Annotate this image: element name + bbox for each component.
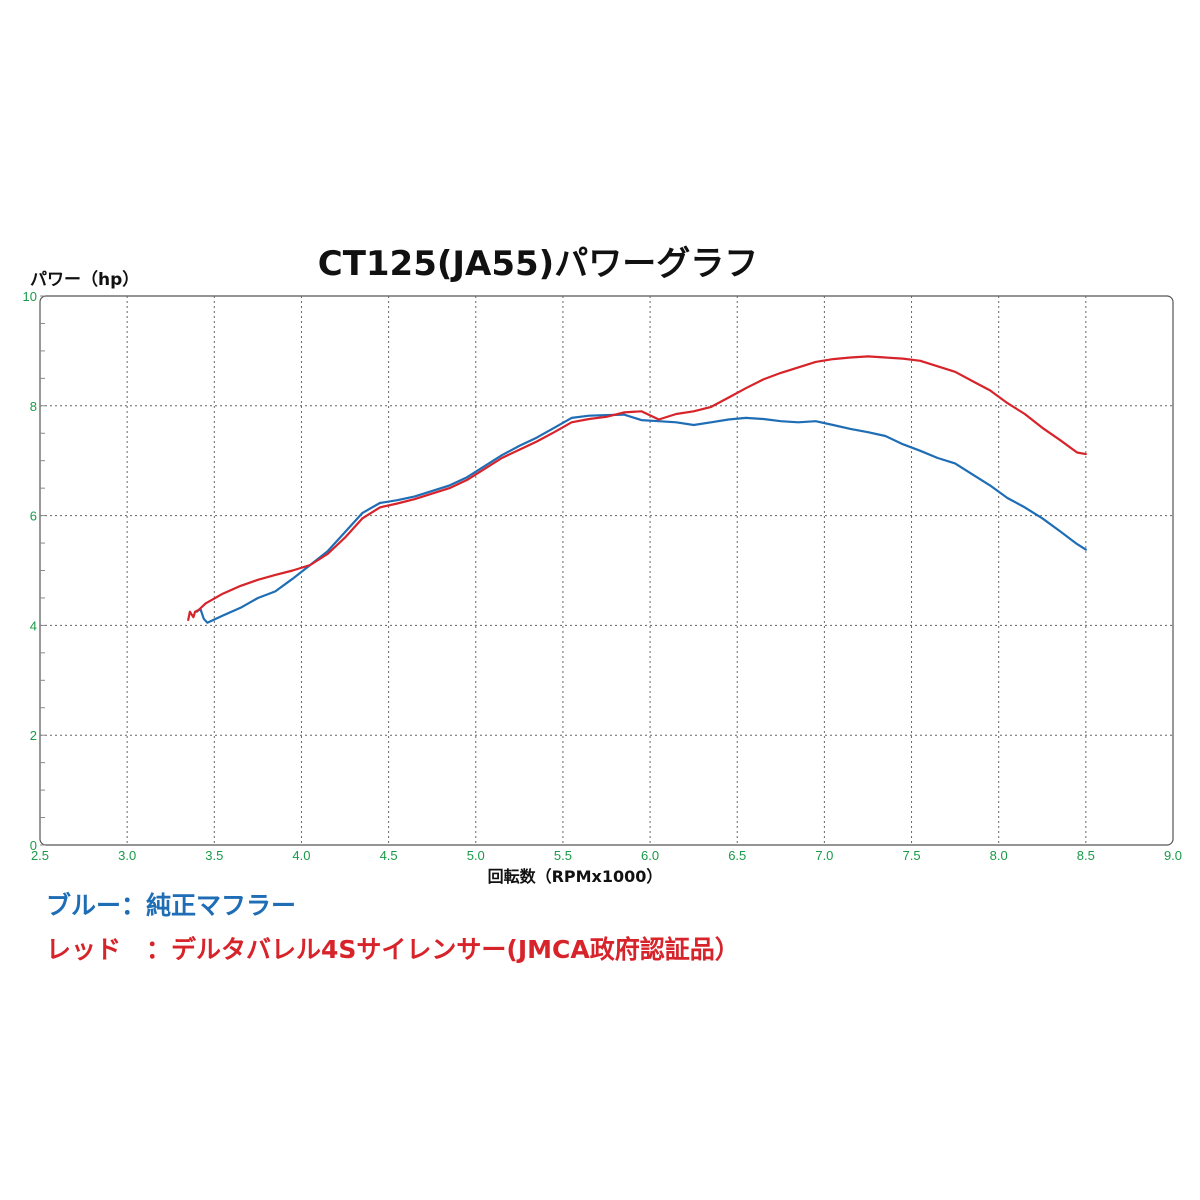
x-tick-label: 5.5 [554,848,572,863]
x-ticks: 2.5 3.0 3.5 4.0 4.5 5.0 5.5 6.0 6.5 7.0 7.5 8.0 8.5 9… [31,848,1182,863]
y-tick-label: 2 [30,728,37,743]
x-tick-label: 9.0 [1164,848,1182,863]
y-tick-label: 10 [23,289,37,304]
series-group [187,355,1087,624]
x-tick-label: 4.0 [292,848,310,863]
x-tick-label: 4.5 [380,848,398,863]
y-tick-label: 4 [30,618,37,633]
x-tick-label: 3.5 [205,848,223,863]
y-ticks: 0 2 4 6 8 10 [23,289,37,853]
plot-frame [39,295,1174,846]
series-line-red [187,355,1087,622]
y-tick-label: 6 [30,509,37,524]
legend-red: レッド ：デルタバレル4Sサイレンサー(JMCA政府認証品） [46,935,740,964]
x-tick-label: 7.0 [815,848,833,863]
x-axis-label: 回転数（RPMx1000） [488,867,663,886]
legend-blue: ブルー：純正マフラー [46,891,297,920]
x-tick-label: 7.5 [902,848,920,863]
y-tick-label: 8 [30,399,37,414]
grid [40,295,1173,846]
x-tick-label: 8.0 [990,848,1008,863]
y-axis-label: パワー（hp） [30,269,139,290]
x-tick-label: 3.0 [118,848,136,863]
x-tick-label: 5.0 [467,848,485,863]
y-tick-label: 0 [30,838,37,853]
x-tick-label: 6.0 [641,848,659,863]
x-tick-label: 6.5 [728,848,746,863]
x-tick-label: 8.5 [1077,848,1095,863]
chart-title: CT125(JA55)パワーグラフ [318,244,758,284]
x-tick-label: 2.5 [31,848,49,863]
